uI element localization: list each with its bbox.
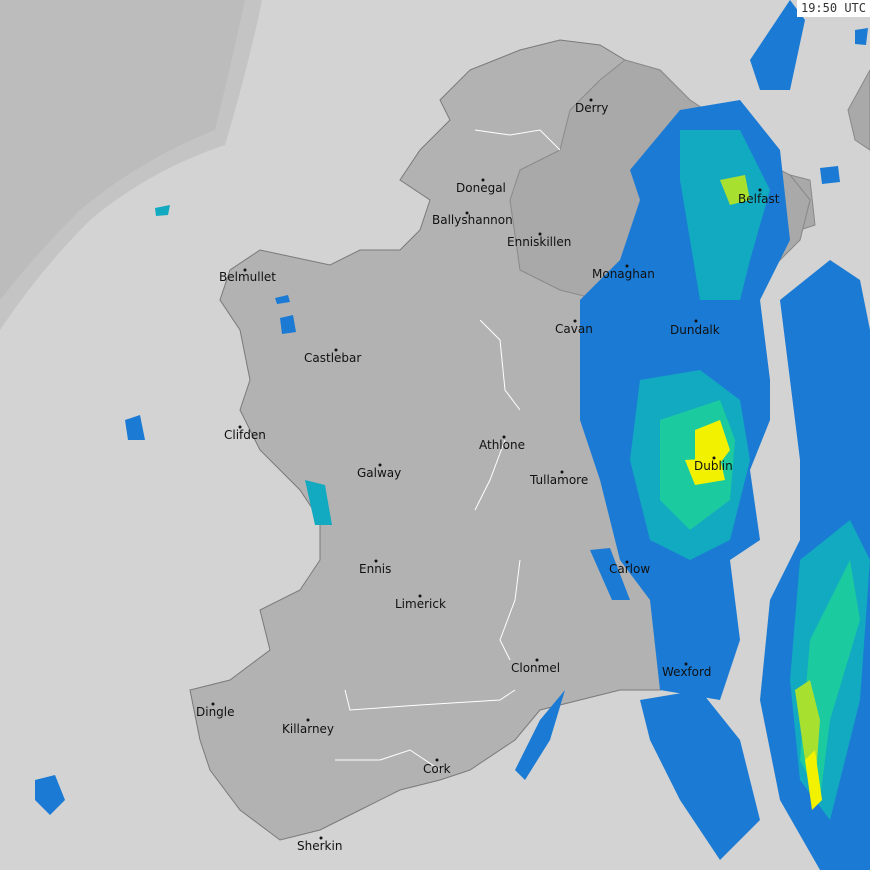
city-dot (694, 319, 698, 323)
out-of-range-inner (0, 0, 245, 300)
city-label: Dublin (694, 459, 733, 473)
city-ballyshannon: Ballyshannon (432, 211, 513, 227)
city-label: Athlone (479, 438, 525, 452)
radar-timestamp: 19:50 UTC (796, 0, 870, 17)
city-belmullet: Belmullet (219, 268, 276, 284)
city-label: Monaghan (592, 267, 655, 281)
city-dingle: Dingle (196, 702, 235, 719)
city-label: Belmullet (219, 270, 276, 284)
city-dundalk: Dundalk (670, 319, 720, 337)
city-belfast: Belfast (738, 188, 780, 206)
city-dot (334, 348, 338, 352)
city-clifden: Clifden (224, 425, 266, 442)
city-tullamore: Tullamore (529, 470, 588, 487)
city-label: Belfast (738, 192, 780, 206)
city-label: Limerick (395, 597, 446, 611)
rivers (335, 129, 561, 771)
city-dublin: Dublin (694, 456, 733, 473)
city-label: Dundalk (670, 323, 720, 337)
city-label: Derry (575, 101, 608, 115)
city-dot (573, 319, 577, 323)
city-dot (435, 758, 439, 762)
city-dot (625, 560, 629, 564)
city-donegal: Donegal (456, 178, 506, 195)
city-dot (758, 188, 762, 192)
city-dot (684, 662, 688, 666)
city-dot (535, 658, 539, 662)
city-dot (378, 463, 382, 467)
city-dot (243, 268, 247, 272)
city-label: Killarney (282, 722, 334, 736)
city-galway: Galway (357, 463, 401, 480)
city-dot (538, 232, 542, 236)
city-athlone: Athlone (479, 435, 525, 452)
city-dot (465, 211, 469, 215)
city-label: Castlebar (304, 351, 361, 365)
city-markers: Derry Donegal Ballyshannon Enniskillen Monag… (196, 98, 780, 853)
city-label: Carlow (609, 562, 650, 576)
city-cork: Cork (423, 758, 451, 776)
city-dot (589, 98, 593, 102)
city-clonmel: Clonmel (511, 658, 560, 675)
city-label: Enniskillen (507, 235, 571, 249)
city-dot (211, 702, 215, 706)
city-label: Wexford (662, 665, 711, 679)
city-ennis: Ennis (359, 559, 391, 576)
city-dot (306, 718, 310, 722)
city-enniskillen: Enniskillen (507, 232, 571, 249)
city-label: Galway (357, 466, 401, 480)
city-label: Clifden (224, 428, 266, 442)
city-label: Tullamore (529, 473, 588, 487)
city-dot (560, 470, 564, 474)
city-carlow: Carlow (609, 560, 650, 576)
city-dot (238, 425, 242, 429)
city-label: Cavan (555, 322, 593, 336)
city-label: Clonmel (511, 661, 560, 675)
city-limerick: Limerick (395, 594, 446, 611)
city-dot (418, 594, 422, 598)
city-castlebar: Castlebar (304, 348, 361, 365)
city-dot (481, 178, 485, 182)
radar-echoes (35, 0, 870, 870)
city-dot (374, 559, 378, 563)
city-wexford: Wexford (662, 662, 711, 679)
city-dot (502, 435, 506, 439)
city-label: Ballyshannon (432, 213, 513, 227)
city-label: Dingle (196, 705, 235, 719)
city-sherkin: Sherkin (297, 836, 342, 853)
city-label: Cork (423, 762, 451, 776)
city-dot (319, 836, 323, 840)
city-derry: Derry (575, 98, 608, 115)
city-monaghan: Monaghan (592, 264, 655, 281)
city-cavan: Cavan (555, 319, 593, 336)
city-killarney: Killarney (282, 718, 334, 736)
city-label: Sherkin (297, 839, 342, 853)
city-label: Ennis (359, 562, 391, 576)
city-dot (625, 264, 629, 268)
city-label: Donegal (456, 181, 506, 195)
city-dot (712, 456, 716, 460)
